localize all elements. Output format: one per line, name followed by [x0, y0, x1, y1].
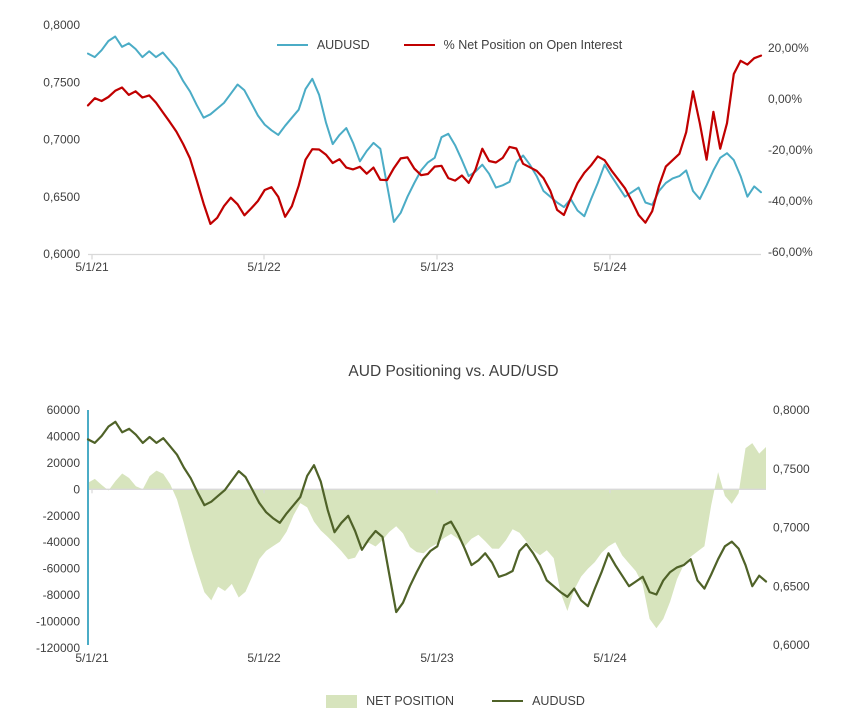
chart2-left-axis-label: -80000: [43, 588, 81, 602]
chart2-left-axis-label: -120000: [36, 641, 80, 655]
aud-positioning-chart: 60000 40000 20000 0 -20000 -40000 -60000 -80000…: [36, 403, 810, 665]
chart1-left-axis-label: 0,7000: [43, 133, 80, 147]
chart1-right-axis-label: 20,00%: [768, 41, 809, 55]
chart1-right-axis-label: -60,00%: [768, 245, 813, 259]
chart1-x-tick-label: 5/1/24: [593, 260, 627, 274]
chart1-right-axis-label: -40,00%: [768, 194, 813, 208]
chart1-x-tick-label: 5/1/23: [420, 260, 454, 274]
chart2-left-axis-label: -40000: [43, 535, 81, 549]
chart1-x-tick-label: 5/1/21: [75, 260, 109, 274]
chart1-left-axis-label: 0,6000: [43, 247, 80, 261]
chart2-right-axis-label: 0,8000: [773, 403, 810, 417]
chart1-left-axis-label: 0,6500: [43, 190, 80, 204]
net-position-area: [88, 443, 766, 629]
chart1-x-tick-label: 5/1/22: [247, 260, 281, 274]
audusd-dark-line: [86, 420, 768, 614]
chart2-right-axis-label: 0,7000: [773, 521, 810, 535]
chart2-left-axis-label: 20000: [47, 456, 81, 470]
chart2-x-tick-label: 5/1/24: [593, 651, 627, 665]
chart1-left-axis-label: 0,7500: [43, 75, 80, 89]
chart1-right-axis-label: 0,00%: [768, 92, 802, 106]
chart2-x-tick-label: 5/1/23: [420, 651, 454, 665]
chart2-x-tick-label: 5/1/22: [247, 651, 281, 665]
chart2-right-axis-label: 0,6000: [773, 638, 810, 652]
chart2-left-axis-label: 0: [73, 482, 80, 496]
chart2-left-axis-label: -20000: [43, 509, 81, 523]
chart1-left-axis-label: 0,8000: [43, 18, 80, 32]
chart2-left-axis-label: -100000: [36, 615, 80, 629]
chart1-right-axis-label: -20,00%: [768, 143, 813, 157]
chart2-right-axis-label: 0,7500: [773, 462, 810, 476]
chart2-x-tick-label: 5/1/21: [75, 651, 109, 665]
chart2-left-axis-label: 60000: [47, 403, 81, 417]
chart2-title: AUD Positioning vs. AUD/USD: [348, 363, 559, 380]
net-pct-line: [86, 54, 763, 225]
audusd-line: [87, 35, 762, 223]
chart2-left-axis-label: -60000: [43, 562, 81, 576]
audusd-vs-net-pct-chart: 5/1/21 5/1/22 5/1/23 5/1/24 0,8000 0,7500 0,70…: [43, 18, 813, 274]
chart2-left-axis-label: 40000: [47, 429, 81, 443]
chart2-right-axis-label: 0,6500: [773, 579, 810, 593]
